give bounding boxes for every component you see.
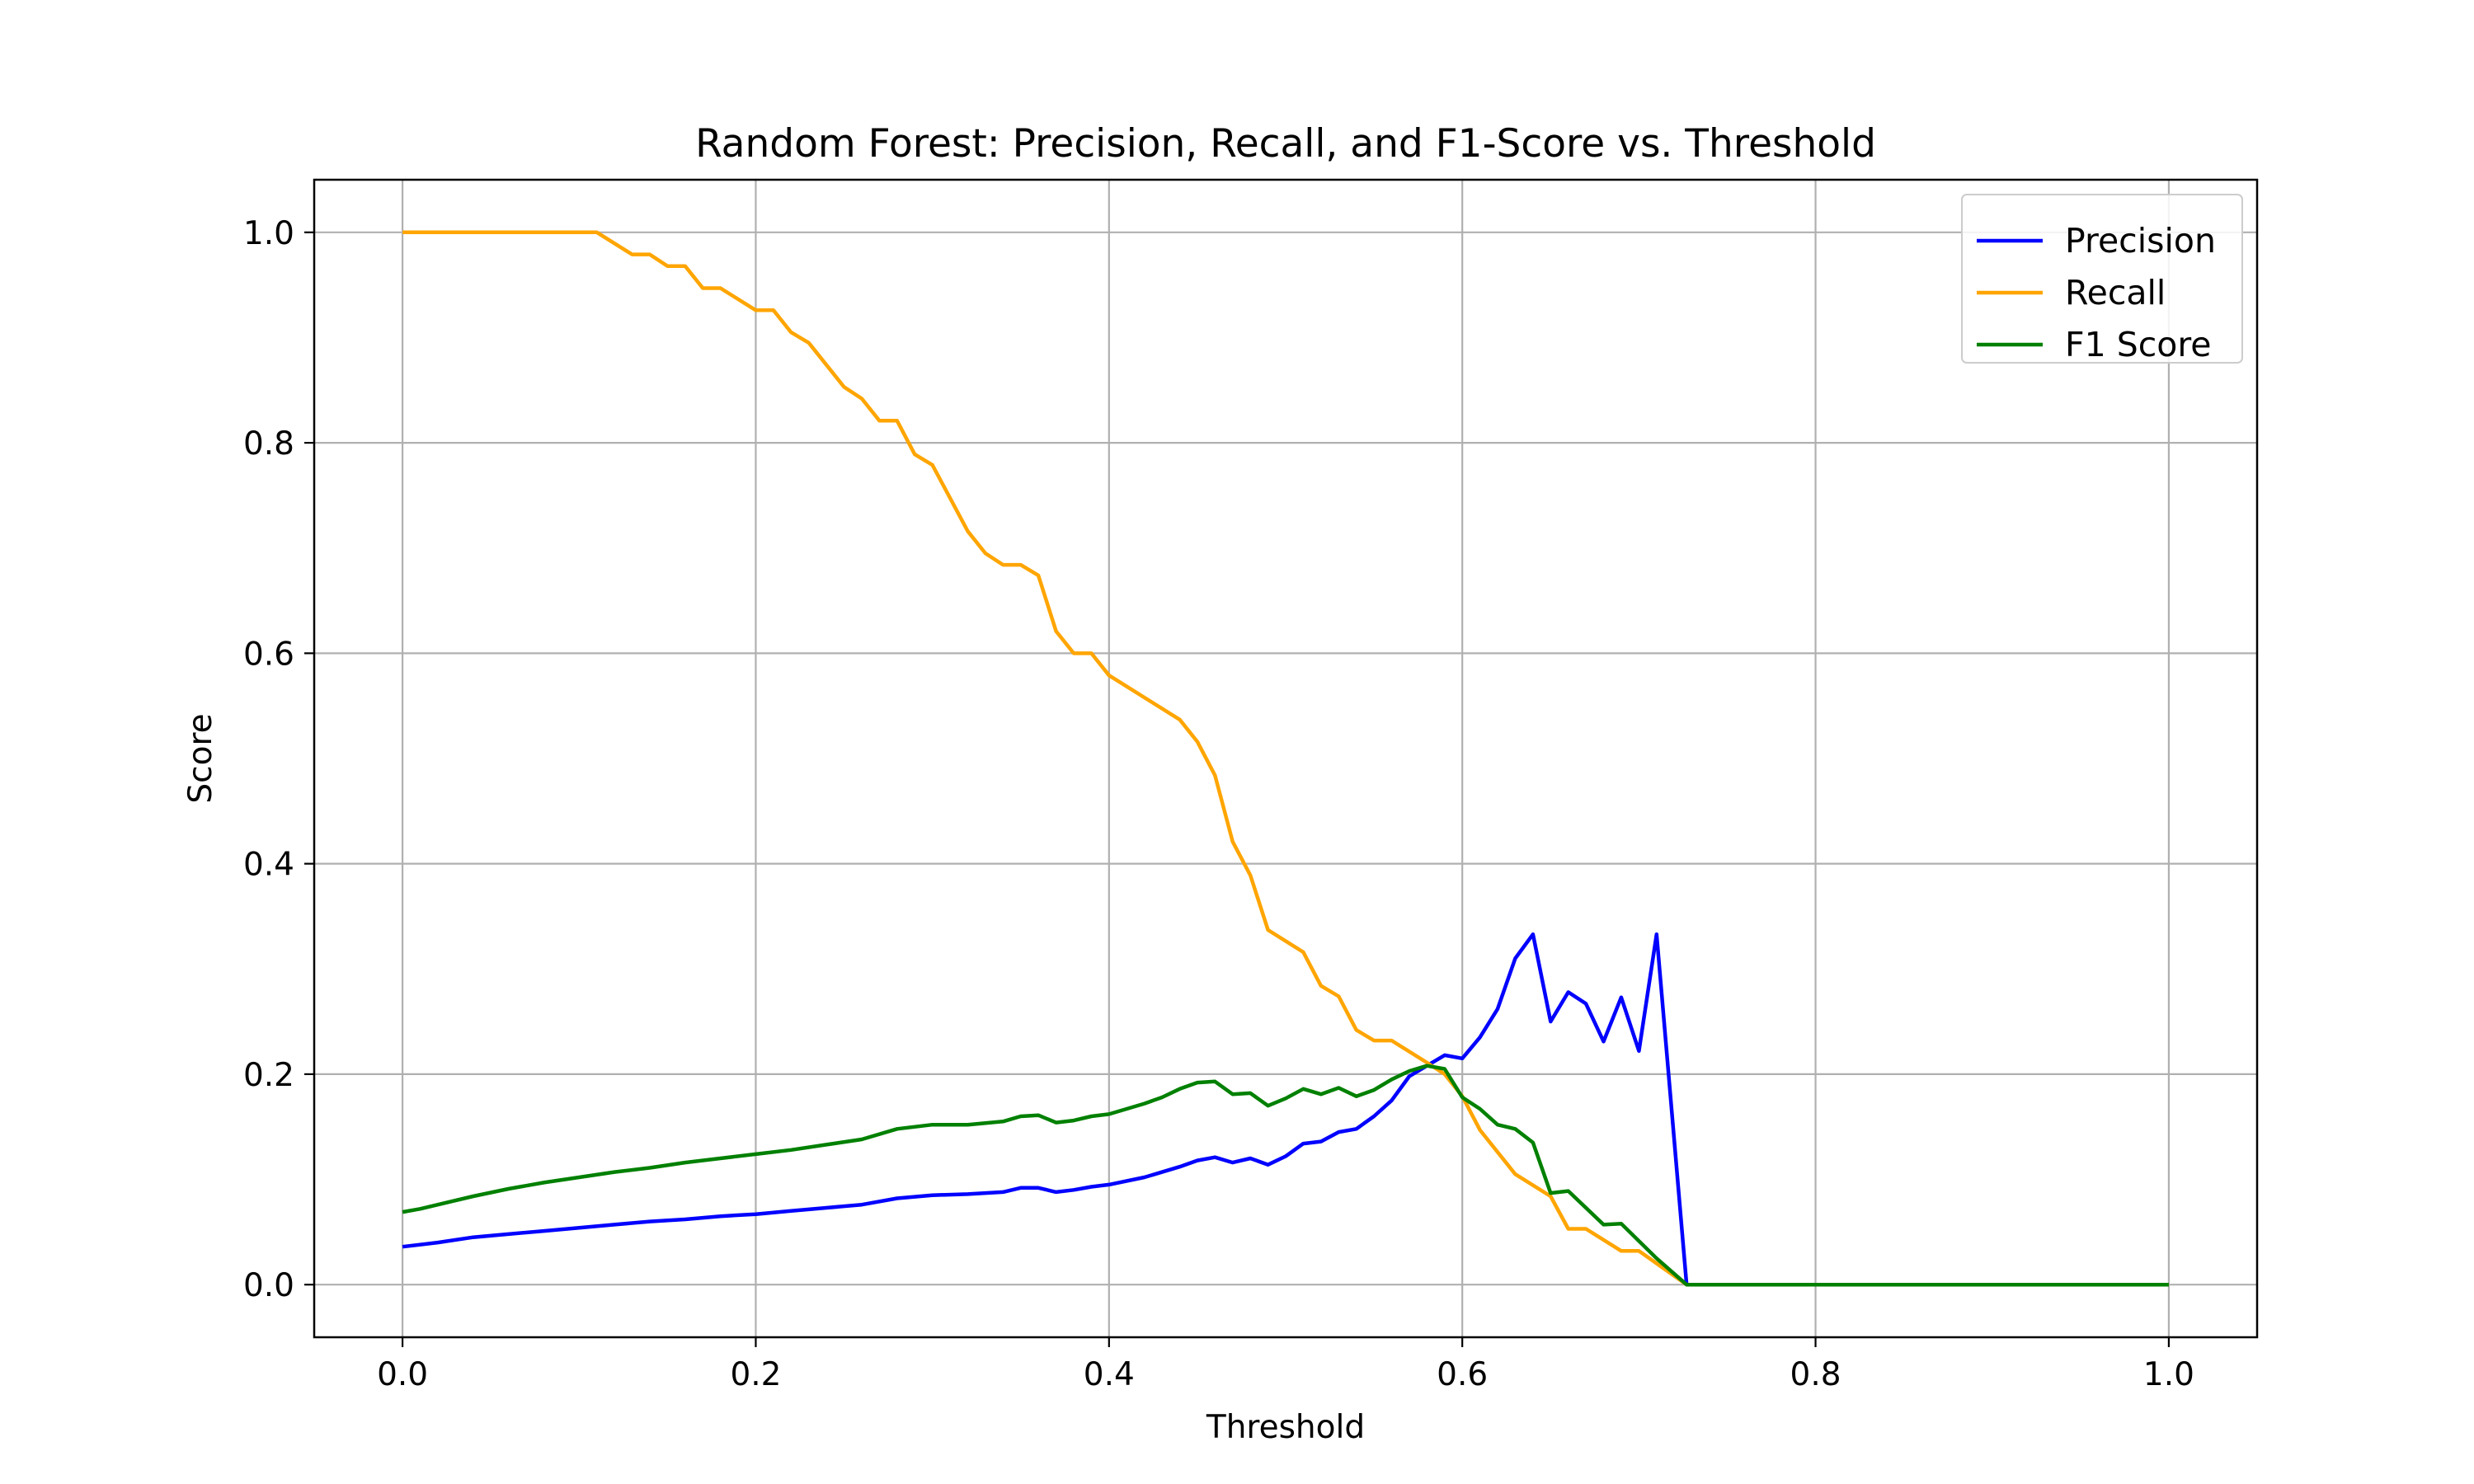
chart-title: Random Forest: Precision, Recall, and F1… <box>695 121 1876 167</box>
plot-frame <box>313 178 2259 1339</box>
y-axis-label: Score <box>182 713 219 803</box>
x-tick-label: 0.2 <box>730 1356 781 1393</box>
y-tick-label: 0.0 <box>243 1267 294 1304</box>
x-tick-label: 0.6 <box>1437 1356 1488 1393</box>
series-line-f1-score <box>402 1064 2169 1287</box>
y-tick-label: 1.0 <box>243 215 294 252</box>
legend-label: F1 Score <box>2065 325 2212 364</box>
y-tick-label: 0.4 <box>243 847 294 884</box>
legend-label: Precision <box>2065 221 2216 261</box>
ticks: 0.0 0.2 0.4 0.6 0.8 1.0 0.0 0.2 0.4 0.6 0.8 1.0 <box>243 215 2194 1393</box>
series-group <box>402 230 2169 1287</box>
x-tick-label: 0.4 <box>1084 1356 1135 1393</box>
series-line-recall <box>402 230 2169 1287</box>
series-line-precision <box>402 932 2169 1287</box>
y-tick-label: 0.8 <box>243 425 294 463</box>
legend-label: Recall <box>2065 273 2166 312</box>
x-tick-label: 0.8 <box>1790 1356 1841 1393</box>
x-tick-label: 0.0 <box>377 1356 428 1393</box>
x-tick-label: 1.0 <box>2143 1356 2194 1393</box>
legend-box <box>1961 194 2243 364</box>
y-tick-label: 0.6 <box>243 636 294 673</box>
legend: Precision Recall F1 Score <box>1961 194 2243 364</box>
x-axis-label: Threshold <box>1206 1409 1365 1446</box>
y-tick-label: 0.2 <box>243 1057 294 1094</box>
